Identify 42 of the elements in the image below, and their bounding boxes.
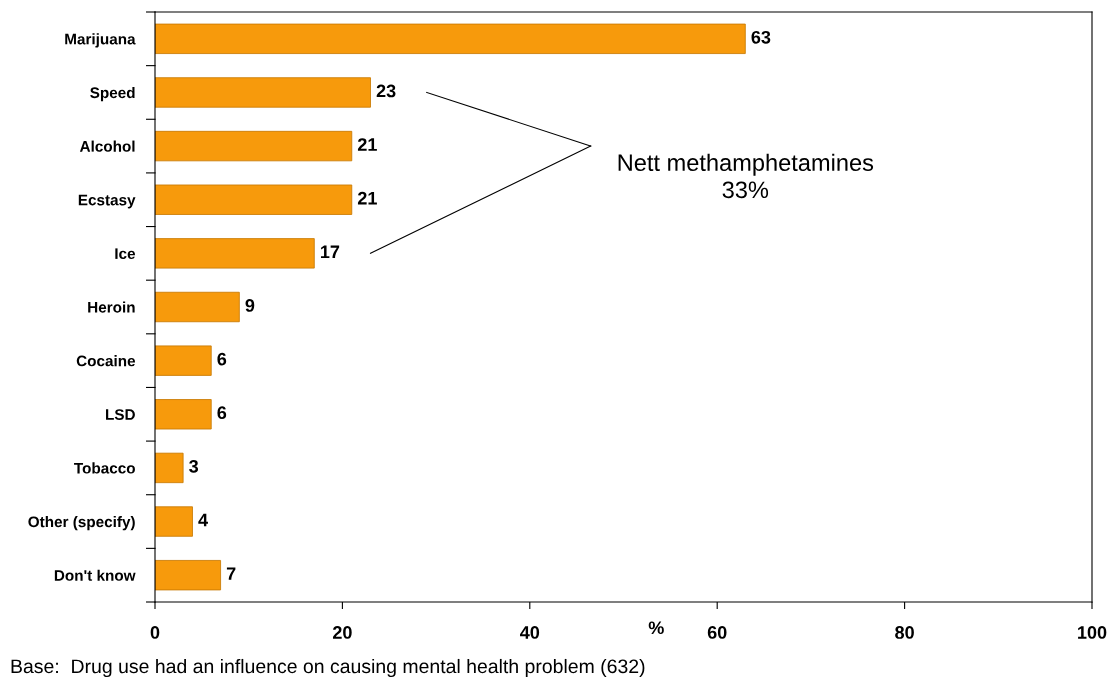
bar <box>155 345 212 376</box>
y-tick-label: Speed <box>90 86 135 102</box>
x-tick-label: 60 <box>707 626 727 639</box>
x-tick-label: 40 <box>520 626 540 639</box>
data-label: 6 <box>217 352 227 366</box>
bar <box>155 130 353 162</box>
bar <box>155 452 184 484</box>
y-tick-label: Ice <box>115 248 136 260</box>
data-label: 63 <box>751 30 771 44</box>
y-tick-label: Heroin <box>88 301 135 313</box>
data-label: 4 <box>198 513 208 527</box>
data-label: 21 <box>357 138 377 151</box>
data-label: 7 <box>226 567 236 580</box>
data-label: 9 <box>245 299 255 312</box>
bar <box>155 184 353 215</box>
data-label: 3 <box>189 459 199 473</box>
bar <box>155 77 371 108</box>
bar <box>155 291 240 323</box>
text: Base: Drug use had an influence on causing mental health problem (632) <box>11 658 645 678</box>
data-label: 17 <box>320 245 340 259</box>
bar <box>155 238 315 269</box>
x-tick-label: 20 <box>332 626 352 639</box>
x-axis-title: % <box>648 621 664 635</box>
data-label: 6 <box>217 406 227 420</box>
x-tick-label: 100 <box>1078 626 1107 639</box>
bar <box>155 506 193 537</box>
y-tick-label: Alcohol <box>79 140 135 152</box>
data-label: 21 <box>357 191 377 205</box>
y-tick-label: Cocaine <box>76 355 136 367</box>
x-tick-label: 80 <box>895 626 914 639</box>
bar <box>155 560 222 591</box>
y-tick-label: Don't know <box>54 569 136 581</box>
y-tick-label: Ecstasy <box>78 194 136 209</box>
bar <box>155 23 746 54</box>
y-tick-label: Tobacco <box>74 462 135 474</box>
data-label: 23 <box>376 84 396 98</box>
y-tick-label: Other (specify) <box>28 516 135 531</box>
y-tick-label: LSD <box>106 409 135 420</box>
annotation: Nett methamphetamines 33% <box>618 153 874 199</box>
y-tick-label: Marijuana <box>65 33 136 48</box>
x-tick-label: 0 <box>150 626 160 639</box>
bar <box>155 399 212 430</box>
